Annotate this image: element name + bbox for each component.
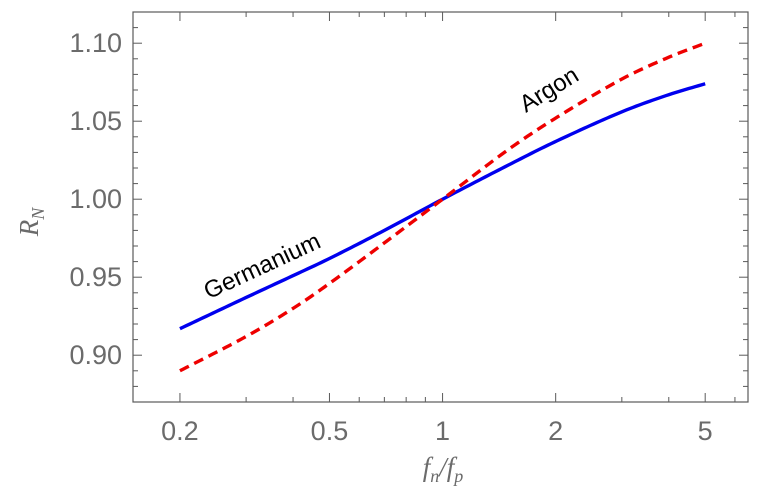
x-axis-label-sep: / <box>437 452 449 482</box>
y-tick-label: 1.10 <box>69 28 122 58</box>
curve-label-germanium: Germanium <box>200 228 325 305</box>
y-tick-label: 1.00 <box>69 184 122 214</box>
y-axis-label-sub: N <box>28 207 48 221</box>
y-axis-label: RN <box>14 207 48 238</box>
y-axis-ticks: 0.90 0.95 1.00 1.05 1.10 <box>69 11 748 403</box>
series-layer <box>179 41 706 373</box>
x-tick-label: 0.2 <box>161 416 199 446</box>
x-axis-label-sub2: p <box>452 466 463 486</box>
x-axis-label-main2: f <box>447 452 458 482</box>
x-tick-label: 2 <box>548 416 563 446</box>
series-line-germanium <box>179 82 706 331</box>
annotation-layer: Germanium Argon <box>200 61 584 304</box>
x-axis-label-main: f <box>423 452 434 482</box>
x-axis-label-sub1: n <box>430 466 439 486</box>
y-tick-label: 0.95 <box>69 262 122 292</box>
y-tick-label: 1.05 <box>69 106 122 136</box>
y-tick-label: 0.90 <box>69 340 122 370</box>
x-tick-label: 1 <box>435 416 450 446</box>
y-axis-label-main: R <box>14 219 44 237</box>
x-axis-ticks: 0.2 0.5 1 2 5 <box>161 12 736 446</box>
x-tick-label: 5 <box>698 416 713 446</box>
x-axis-label: fn/fp <box>423 452 464 486</box>
series-line-argon <box>179 41 706 373</box>
plot-frame <box>132 11 749 403</box>
curve-label-argon: Argon <box>515 61 584 118</box>
x-tick-label: 0.5 <box>311 416 349 446</box>
